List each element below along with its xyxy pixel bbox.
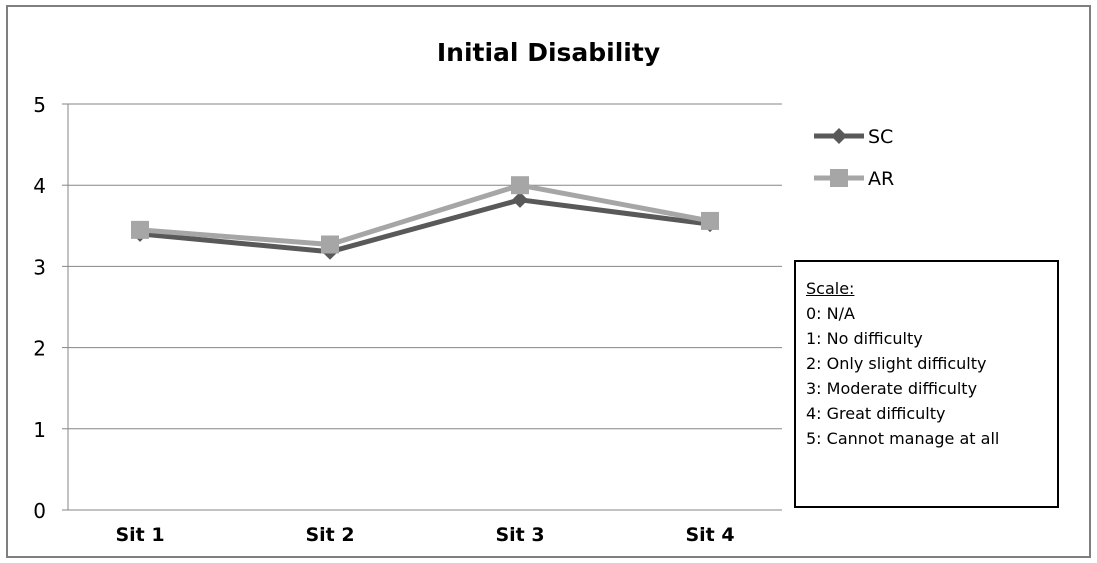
- y-tick-label-3: 3: [33, 255, 46, 279]
- data-point-ar-sit-4: [701, 211, 719, 230]
- x-tick-label-2: Sit 2: [305, 524, 354, 546]
- x-axis-tick-labels: Sit 1 Sit 2 Sit 3 Sit 4: [115, 524, 734, 546]
- series-lines: [131, 176, 719, 260]
- legend-label-ar: AR: [868, 168, 894, 190]
- data-point-sc-sit-3: [512, 191, 528, 208]
- legend: SC AR: [814, 126, 894, 190]
- scale-item-4: 4: Great difficulty: [806, 404, 946, 423]
- x-tick-label-4: Sit 4: [685, 524, 734, 546]
- y-tick-label-1: 1: [33, 418, 46, 442]
- data-point-ar-sit-3: [511, 176, 529, 195]
- data-point-ar-sit-1: [131, 220, 149, 239]
- scale-item-5: 5: Cannot manage at all: [806, 429, 1000, 448]
- y-tick-label-0: 0: [33, 499, 46, 523]
- legend-marker-sc: [831, 128, 847, 144]
- x-tick-label-3: Sit 3: [495, 524, 544, 546]
- scale-item-1: 1: No difficulty: [806, 329, 923, 348]
- x-tick-label-1: Sit 1: [115, 524, 164, 546]
- axes: [62, 103, 782, 511]
- y-tick-label-5: 5: [33, 93, 46, 117]
- y-axis-tick-labels: 0 1 2 3 4 5: [33, 93, 46, 523]
- scale-item-3: 3: Moderate difficulty: [806, 379, 978, 398]
- scale-box: Scale: 0: N/A 1: No difficulty 2: Only s…: [794, 260, 1059, 508]
- scale-item-0: 0: N/A: [806, 304, 855, 323]
- series-line-sc: [137, 197, 713, 255]
- y-tick-label-4: 4: [33, 174, 46, 198]
- scale-item-2: 2: Only slight difficulty: [806, 354, 987, 373]
- series-line-ar: [137, 182, 713, 247]
- y-tick-label-2: 2: [33, 337, 46, 361]
- chart-title: Initial Disability: [436, 38, 661, 67]
- data-point-ar-sit-2: [321, 235, 339, 254]
- legend-marker-ar: [830, 169, 848, 187]
- legend-label-sc: SC: [868, 126, 893, 148]
- gridlines: [68, 103, 782, 430]
- scale-heading: Scale:: [806, 279, 855, 298]
